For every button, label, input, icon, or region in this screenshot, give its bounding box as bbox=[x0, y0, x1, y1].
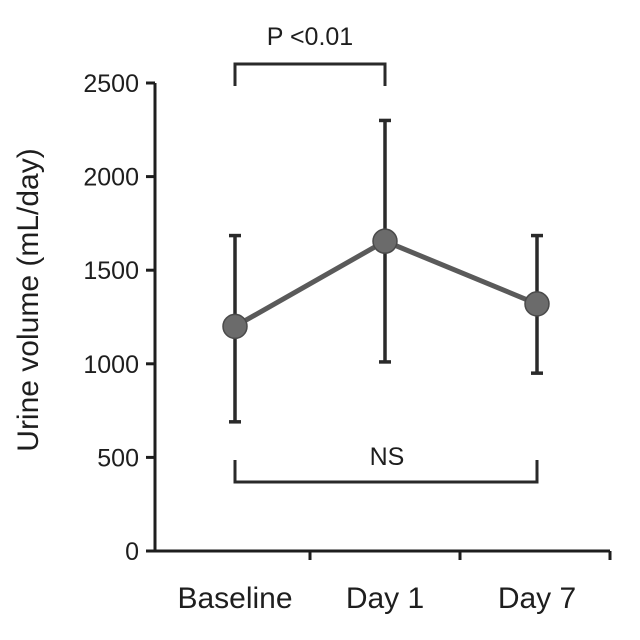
y-tick-label: 1000 bbox=[83, 351, 139, 379]
significance-bracket bbox=[235, 64, 385, 86]
data-point bbox=[223, 314, 247, 338]
significance-label: NS bbox=[370, 443, 405, 471]
x-tick-label: Day 7 bbox=[498, 582, 576, 615]
y-tick-label: 500 bbox=[97, 444, 139, 472]
data-point bbox=[373, 229, 397, 253]
y-tick-label: 1500 bbox=[83, 257, 139, 285]
significance-label: P <0.01 bbox=[267, 23, 353, 51]
x-tick-label: Baseline bbox=[177, 582, 292, 615]
x-tick-label: Day 1 bbox=[346, 582, 424, 615]
y-tick-label: 2000 bbox=[83, 164, 139, 192]
data-point bbox=[525, 292, 549, 316]
y-tick-label: 0 bbox=[125, 538, 139, 566]
y-tick-label: 2500 bbox=[83, 70, 139, 98]
axes: 0 500 1000 1500 2000 2500 Baseline Day 1 Day 7 bbox=[83, 70, 610, 615]
y-axis-title: Urine volume (mL/day) bbox=[12, 148, 45, 451]
error-bars bbox=[229, 120, 543, 421]
